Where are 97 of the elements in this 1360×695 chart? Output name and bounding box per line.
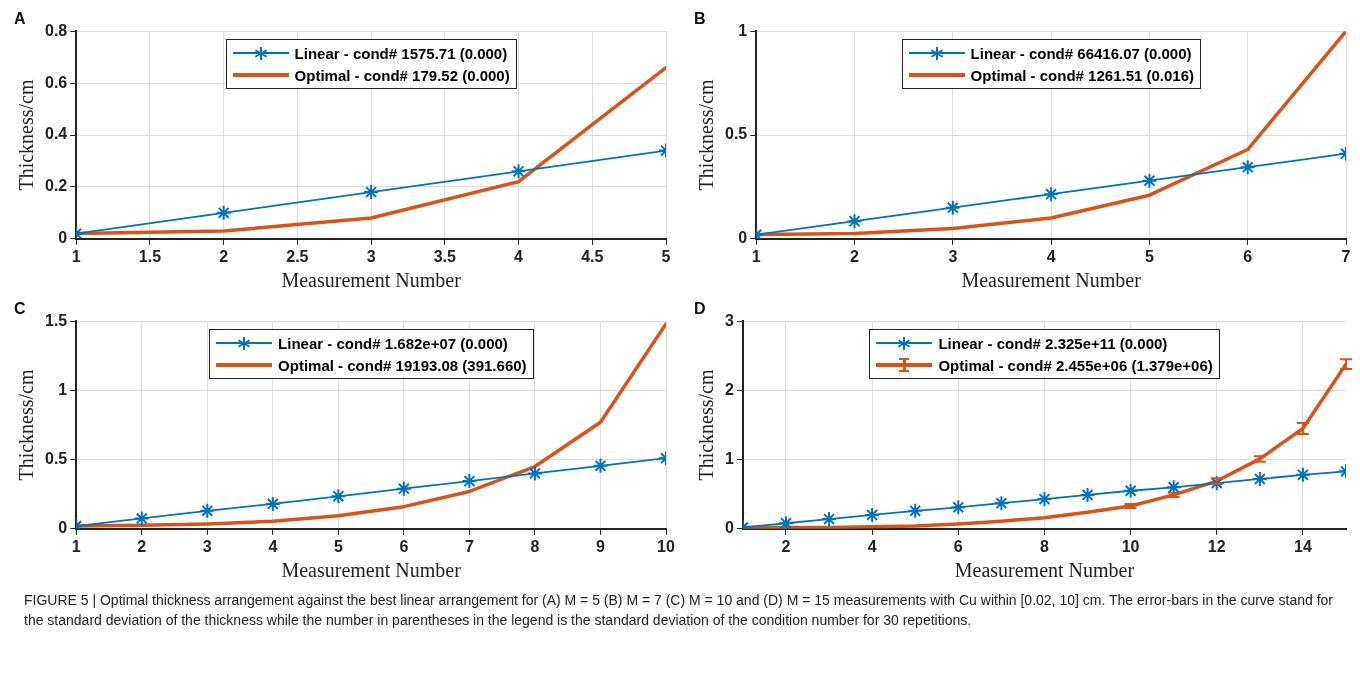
x-tick-label: 5 bbox=[1144, 247, 1154, 265]
point bbox=[777, 515, 794, 529]
point bbox=[1251, 470, 1268, 487]
point bbox=[944, 199, 961, 216]
legend-label: Linear - cond# 1575.71 (0.000) bbox=[294, 44, 508, 62]
legend-label: Optimal - cond# 179.52 (0.000) bbox=[294, 66, 510, 84]
legend-label: Linear - cond# 1.682e+07 (0.000) bbox=[278, 334, 508, 352]
x-tick-label: 10 bbox=[1121, 537, 1140, 555]
y-tick-label: 0.5 bbox=[724, 125, 748, 143]
legend-label: Linear - cond# 2.325e+11 (0.000) bbox=[938, 334, 1168, 352]
y-axis-title: Thickness/cm bbox=[695, 79, 718, 191]
x-tick-label: 7 bbox=[464, 537, 474, 555]
x-tick-label: 3 bbox=[366, 247, 376, 265]
y-tick-label: 0 bbox=[58, 519, 68, 537]
point bbox=[1294, 466, 1311, 483]
point bbox=[1122, 482, 1139, 499]
x-tick-label: 1 bbox=[751, 247, 761, 265]
x-tick-label: 4.5 bbox=[581, 247, 604, 265]
point bbox=[1036, 491, 1053, 508]
x-tick-label: 2 bbox=[137, 537, 147, 555]
y-tick-label: 0 bbox=[738, 229, 748, 247]
point bbox=[461, 473, 478, 490]
y-tick-label: 0.2 bbox=[44, 177, 68, 195]
x-tick-label: 1 bbox=[71, 537, 81, 555]
y-tick-label: 0.4 bbox=[44, 125, 68, 143]
y-tick-label: 1 bbox=[58, 380, 68, 398]
legend-label: Optimal - cond# 19193.08 (391.660) bbox=[278, 356, 527, 374]
x-axis-title: Measurement Number bbox=[954, 559, 1135, 582]
x-tick-label: 3.5 bbox=[433, 247, 457, 265]
y-tick-label: 0 bbox=[58, 229, 68, 247]
legend-label: Linear - cond# 66416.07 (0.000) bbox=[970, 44, 1192, 62]
x-tick-label: 1 bbox=[71, 247, 81, 265]
point bbox=[330, 488, 347, 505]
x-tick-label: 12 bbox=[1207, 537, 1226, 555]
point bbox=[950, 499, 967, 516]
x-tick-label: 3 bbox=[202, 537, 212, 555]
point bbox=[1208, 475, 1225, 492]
legend-label: Optimal - cond# 1261.51 (0.016) bbox=[970, 66, 1195, 84]
point bbox=[1043, 186, 1060, 203]
point bbox=[907, 502, 924, 519]
x-tick-label: 5 bbox=[333, 537, 343, 555]
point bbox=[1141, 172, 1158, 189]
x-axis-title: Measurement Number bbox=[281, 269, 462, 292]
point bbox=[363, 184, 380, 201]
point bbox=[510, 163, 527, 180]
x-tick-label: 6 bbox=[399, 537, 409, 555]
x-tick-label: 4 bbox=[1046, 247, 1056, 265]
x-tick-label: 2 bbox=[850, 247, 860, 265]
y-tick-label: 0.8 bbox=[44, 21, 68, 39]
point bbox=[846, 213, 863, 230]
y-tick-label: 0.6 bbox=[44, 73, 68, 91]
x-tick-label: 5 bbox=[661, 247, 671, 265]
x-tick-label: 2 bbox=[781, 537, 791, 555]
x-tick-label: 1.5 bbox=[138, 247, 162, 265]
x-tick-label: 8 bbox=[1040, 537, 1049, 555]
x-tick-label: 8 bbox=[530, 537, 540, 555]
point bbox=[864, 506, 881, 523]
x-tick-label: 4 bbox=[514, 247, 524, 265]
x-tick-label: 7 bbox=[1341, 247, 1351, 265]
legend-label: Optimal - cond# 2.455e+06 (1.379e+06) bbox=[938, 356, 1213, 374]
x-axis-title: Measurement Number bbox=[281, 559, 462, 582]
chart-title: D bbox=[694, 300, 706, 318]
point bbox=[395, 480, 412, 497]
point bbox=[592, 457, 609, 474]
point bbox=[526, 465, 543, 482]
point bbox=[993, 495, 1010, 512]
x-tick-label: 2.5 bbox=[286, 247, 309, 265]
caption: FIGURE 5 | Optimal thickness arrangement against the best linear arrangement for (A) M = 5 (B) M = 7 (C) M = 10 and (D) M = 15 measurements with Cu within [0.02, 10] cm. The error-bars in the curve stand for the standard deviation of the thickness while the number in parentheses in the legend is the standard deviation of the condition number for 30 repetitions. bbox=[24, 591, 1335, 630]
y-axis-title: Thickness/cm bbox=[695, 369, 718, 481]
y-axis-title: Thickness/cm bbox=[15, 369, 38, 481]
x-tick-label: 2 bbox=[219, 247, 229, 265]
x-tick-label: 10 bbox=[657, 537, 675, 555]
y-tick-label: 0 bbox=[724, 519, 734, 537]
point bbox=[133, 510, 150, 527]
point bbox=[199, 502, 216, 519]
chart-title: B bbox=[694, 10, 706, 28]
y-tick-label: 3 bbox=[724, 311, 734, 329]
y-axis-title: Thickness/cm bbox=[15, 79, 38, 191]
chart-title: A bbox=[14, 10, 26, 28]
y-tick-label: 1 bbox=[724, 450, 734, 468]
chart-title: C bbox=[14, 300, 26, 318]
y-tick-label: 2 bbox=[724, 380, 734, 398]
x-tick-label: 4 bbox=[867, 537, 877, 555]
point bbox=[1079, 486, 1096, 503]
y-tick-label: 0.5 bbox=[44, 450, 68, 468]
x-tick-label: 6 bbox=[1243, 247, 1253, 265]
point bbox=[264, 495, 281, 512]
y-tick-label: 1.5 bbox=[44, 311, 68, 329]
x-tick-label: 6 bbox=[953, 537, 963, 555]
x-tick-label: 4 bbox=[268, 537, 278, 555]
x-tick-label: 3 bbox=[948, 247, 958, 265]
x-axis-title: Measurement Number bbox=[961, 269, 1142, 292]
x-tick-label: 14 bbox=[1294, 537, 1312, 555]
x-tick-label: 9 bbox=[596, 537, 606, 555]
point bbox=[821, 511, 838, 528]
point bbox=[1239, 159, 1256, 176]
y-tick-label: 1 bbox=[738, 21, 748, 39]
